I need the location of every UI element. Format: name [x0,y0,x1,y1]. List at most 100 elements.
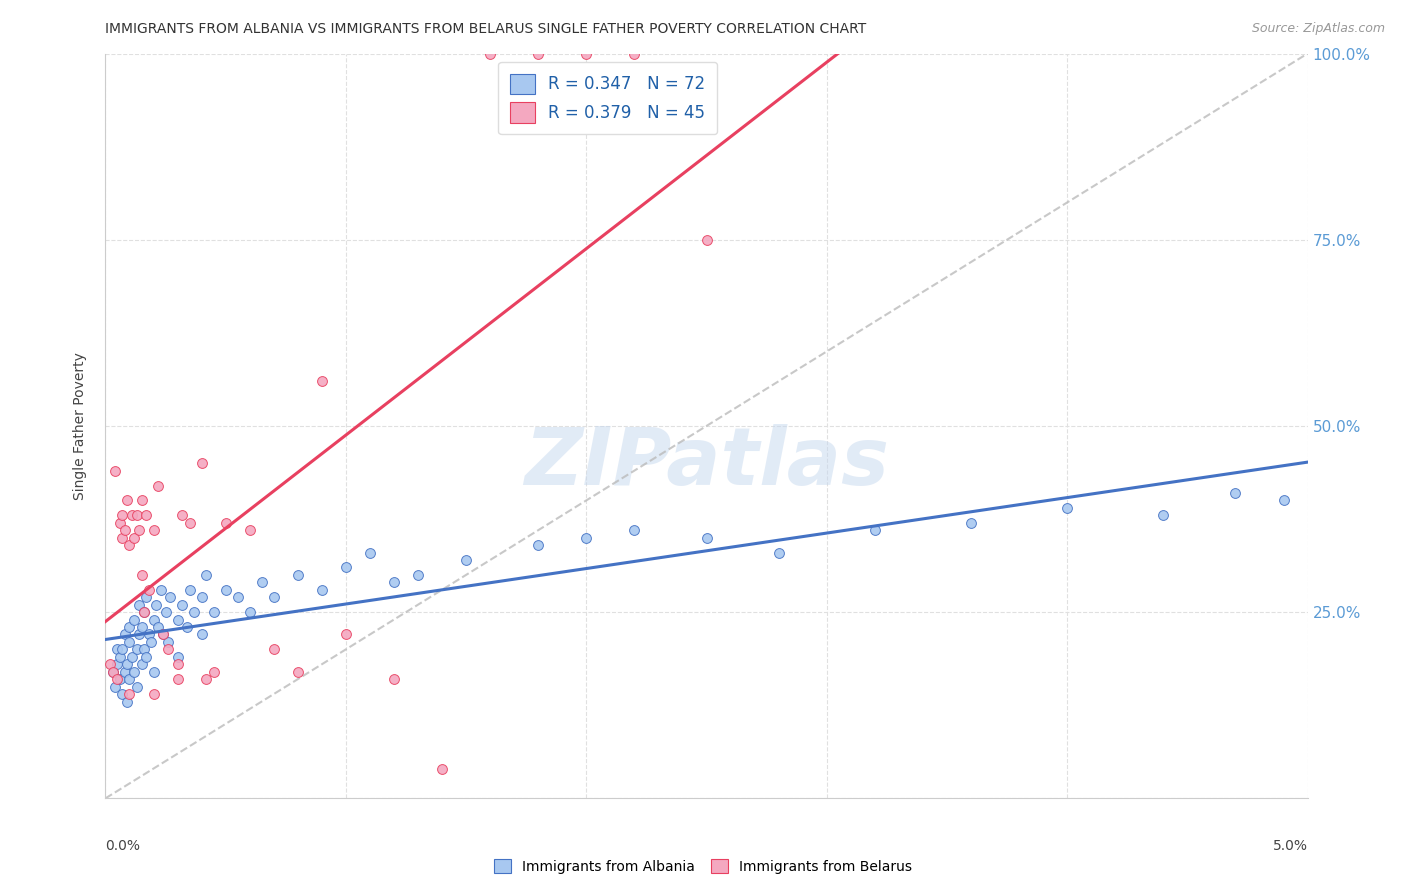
Point [128,523,150,537]
Point [131,657,153,672]
Point [166,613,188,627]
Point [98,657,121,672]
Point [166,672,188,686]
Point [135,649,157,664]
Point [124,531,146,545]
Point [104,464,127,478]
Point [139,635,162,649]
Point [142,665,165,679]
Point [101,665,124,679]
Point [152,627,174,641]
Text: Source: ZipAtlas.com: Source: ZipAtlas.com [1251,22,1385,36]
Point [156,642,179,657]
Point [575,531,598,545]
Point [149,582,172,597]
Point [124,665,146,679]
Y-axis label: Single Father Poverty: Single Father Poverty [73,352,87,500]
Point [527,538,550,552]
Text: 5.0%: 5.0% [1272,839,1308,854]
Point [623,523,645,537]
Point [114,665,136,679]
Point [121,649,143,664]
Point [118,538,141,552]
Point [263,591,285,605]
Point [202,605,225,619]
Point [128,627,150,641]
Point [430,762,453,776]
Point [287,665,309,679]
Point [142,687,165,701]
Point [202,665,225,679]
Point [121,508,143,523]
Point [863,523,886,537]
Point [239,523,262,537]
Point [214,582,236,597]
Point [111,642,134,657]
Point [131,493,153,508]
Point [382,575,405,590]
Point [183,605,205,619]
Point [166,649,188,664]
Point [176,620,198,634]
Point [575,46,598,61]
Point [145,598,167,612]
Point [226,591,249,605]
Point [166,657,188,672]
Point [190,591,212,605]
Point [142,523,165,537]
Point [111,508,134,523]
Point [111,531,134,545]
Text: IMMIGRANTS FROM ALBANIA VS IMMIGRANTS FROM BELARUS SINGLE FATHER POVERTY CORRELA: IMMIGRANTS FROM ALBANIA VS IMMIGRANTS FR… [105,22,866,37]
Point [406,568,429,582]
Point [114,523,136,537]
Point [115,493,138,508]
Point [114,627,136,641]
Point [108,649,131,664]
Legend: R = 0.347   N = 72, R = 0.379   N = 45: R = 0.347 N = 72, R = 0.379 N = 45 [499,62,717,134]
Point [359,545,381,559]
Point [454,553,477,567]
Point [479,46,502,61]
Point [172,598,194,612]
Point [1056,500,1078,515]
Point [124,613,146,627]
Point [108,516,131,530]
Point [287,568,309,582]
Point [107,642,129,657]
Point [104,680,127,694]
Point [195,568,218,582]
Point [125,642,148,657]
Point [131,620,153,634]
Point [155,605,177,619]
Point [148,478,170,492]
Point [107,672,129,686]
Point [101,665,124,679]
Point [128,598,150,612]
Point [190,627,212,641]
Point [179,582,201,597]
Point [768,545,790,559]
Point [960,516,983,530]
Point [179,516,201,530]
Point [125,508,148,523]
Point [1272,493,1295,508]
Point [118,620,141,634]
Point [623,46,645,61]
Point [118,687,141,701]
Point [108,672,131,686]
Point [156,635,179,649]
Point [696,233,718,247]
Point [250,575,273,590]
Legend: Immigrants from Albania, Immigrants from Belarus: Immigrants from Albania, Immigrants from… [486,852,920,880]
Point [382,672,405,686]
Point [138,582,160,597]
Point [152,627,174,641]
Point [159,591,181,605]
Point [138,627,160,641]
Text: 0.0%: 0.0% [105,839,141,854]
Point [214,516,236,530]
Text: ZIPatlas: ZIPatlas [524,425,889,502]
Point [132,605,155,619]
Point [190,456,212,470]
Point [111,687,134,701]
